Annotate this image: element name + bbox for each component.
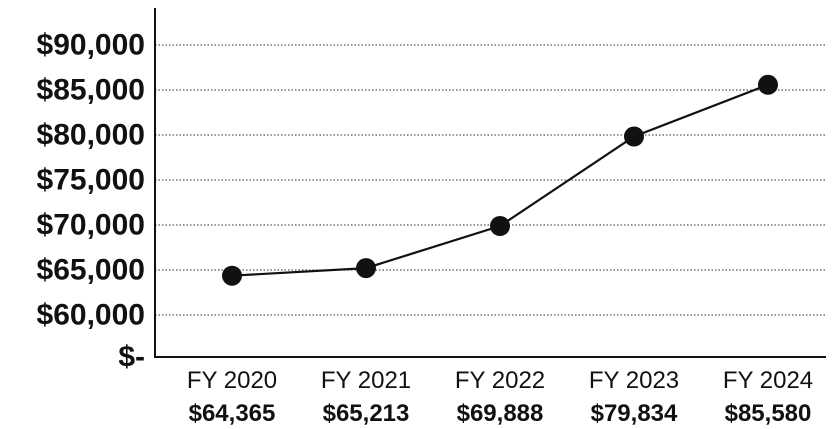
data-point: [624, 126, 644, 147]
y-tick-label: $75,000: [37, 164, 145, 197]
y-tick-label: $65,000: [37, 254, 145, 287]
data-point: [490, 216, 510, 236]
y-tick-label: $60,000: [37, 299, 145, 332]
y-tick-label: $85,000: [37, 74, 145, 107]
y-tick-label: $-: [118, 341, 145, 374]
y-tick-label: $70,000: [37, 209, 145, 242]
data-point: [758, 74, 778, 95]
data-value-label: $69,888: [457, 400, 544, 427]
data-point: [222, 265, 242, 286]
data-value-label: $64,365: [189, 400, 276, 427]
data-point: [356, 258, 376, 279]
x-tick-label: FY 2023: [589, 367, 679, 394]
x-tick-label: FY 2020: [187, 367, 277, 394]
x-tick-label: FY 2022: [455, 367, 545, 394]
y-tick-label: $80,000: [37, 119, 145, 152]
y-tick-label: $90,000: [37, 29, 145, 62]
data-value-label: $65,213: [323, 400, 410, 427]
x-tick-label: FY 2021: [321, 367, 411, 394]
x-tick-label: FY 2024: [723, 367, 813, 394]
data-value-label: $85,580: [725, 400, 812, 427]
data-value-label: $79,834: [591, 400, 678, 427]
